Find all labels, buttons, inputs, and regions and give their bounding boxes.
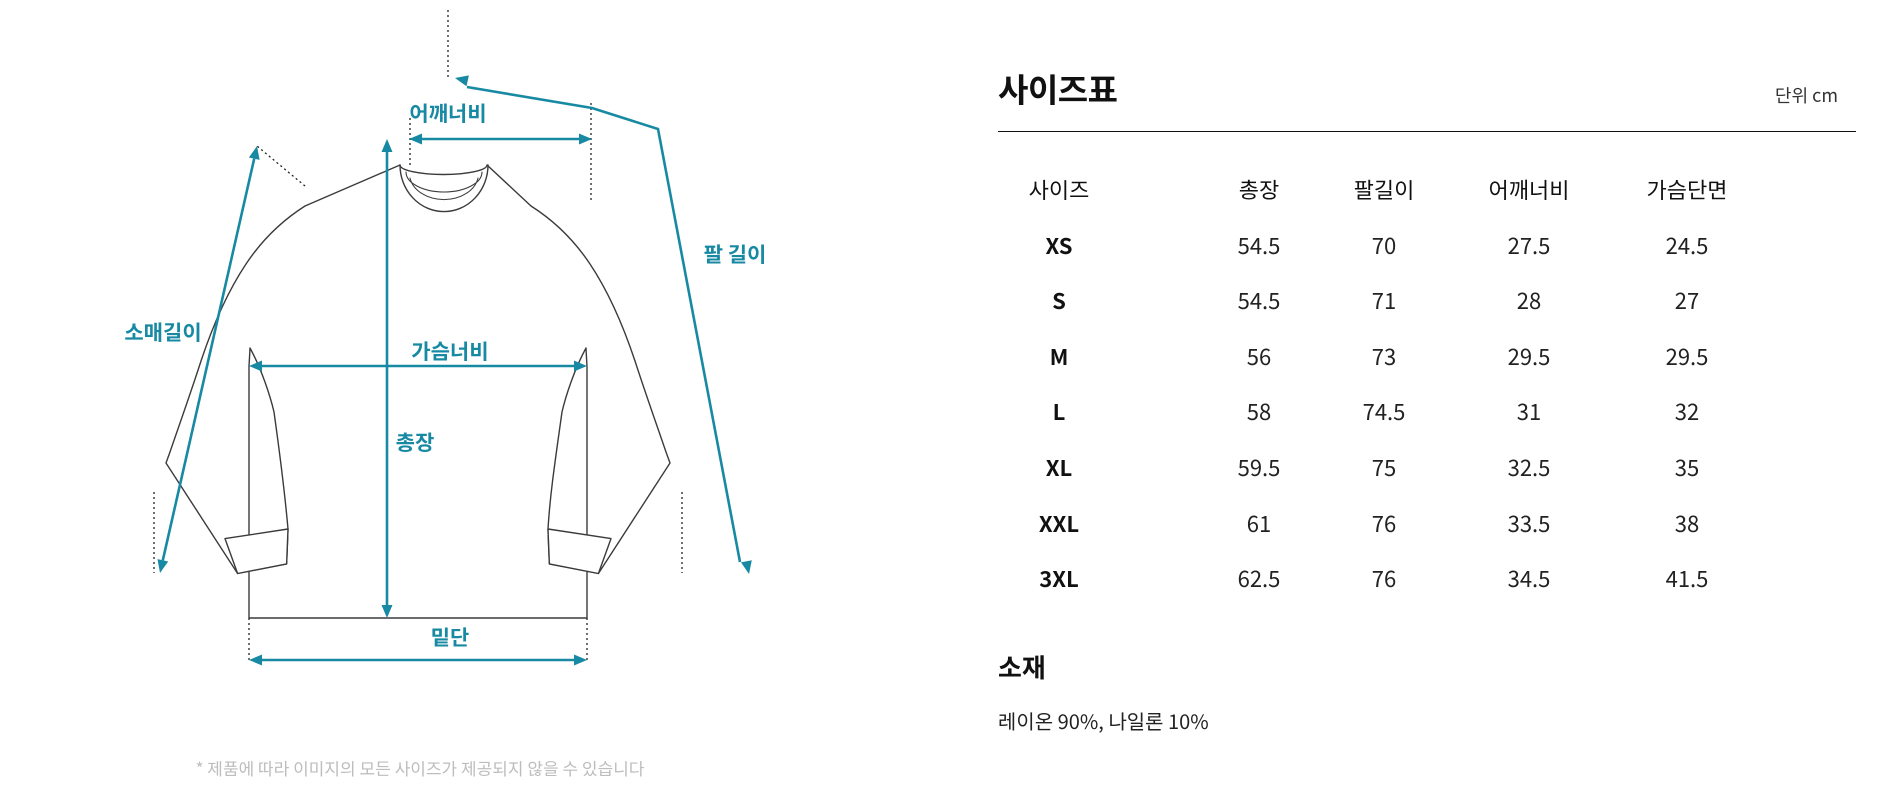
svg-text:* 제품에 따라 이미지의 모든 사이즈가 제공되지 않을: * 제품에 따라 이미지의 모든 사이즈가 제공되지 않을 수 있습니다 xyxy=(196,755,645,780)
svg-text:소매길이: 소매길이 xyxy=(124,317,201,347)
svg-text:팔 길이: 팔 길이 xyxy=(704,239,767,269)
svg-text:총장: 총장 xyxy=(396,427,435,457)
svg-text:가슴너비: 가슴너비 xyxy=(411,336,488,366)
svg-text:어깨너비: 어깨너비 xyxy=(409,98,486,128)
svg-text:밑단: 밑단 xyxy=(431,622,470,652)
